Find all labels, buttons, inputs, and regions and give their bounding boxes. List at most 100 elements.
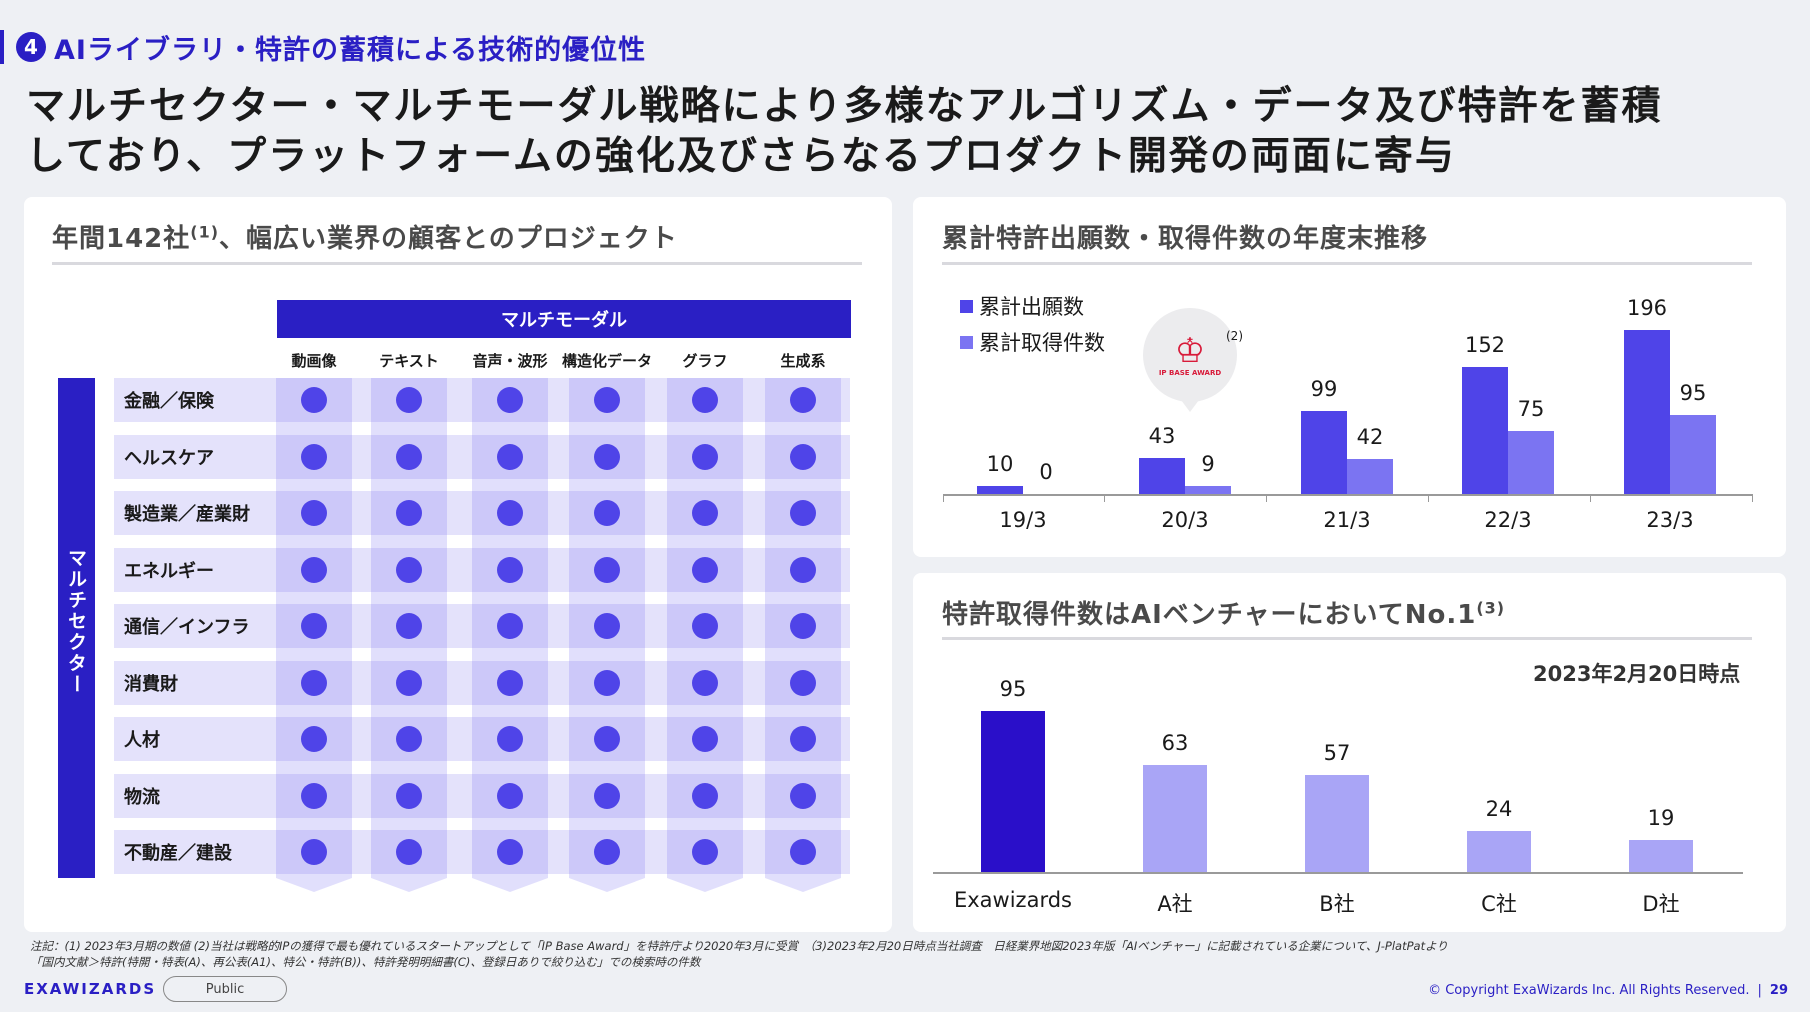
bar-value-label: 9 [1201, 452, 1215, 477]
bar-applications [1139, 458, 1185, 494]
matrix-dot [301, 387, 327, 413]
matrix-dot [396, 669, 422, 696]
multisector-header: マルチセクター [58, 378, 95, 878]
matrix-dot [497, 669, 523, 696]
matrix-dot [497, 500, 523, 526]
matrix-column-arrow [667, 878, 743, 892]
modal-column-header: テキスト [379, 352, 439, 370]
bar-granted [1185, 486, 1231, 494]
award-label: IP BASE AWARD [1158, 369, 1222, 377]
matrix-column-arrow [371, 878, 447, 892]
matrix-dot [692, 556, 718, 583]
matrix-column-arrow [276, 878, 352, 892]
matrix-column-arrow [472, 878, 548, 892]
matrix-dot [301, 726, 327, 752]
bar-applications [1462, 367, 1508, 494]
x-tick-label: 20/3 [1161, 508, 1209, 532]
x-axis-tick [943, 494, 944, 502]
matrix-row-band [114, 547, 850, 592]
ranking-bar [981, 710, 1045, 872]
bar-applications [1301, 411, 1347, 494]
ranking-bar [1467, 831, 1531, 872]
x-axis-tick [1266, 494, 1267, 502]
bar-value-label: 10 [986, 451, 1014, 476]
matrix-dot [692, 839, 718, 865]
patent-trend-title: 累計特許出願数・取得件数の年度末推移 [942, 224, 1429, 254]
modal-column-header: 動画像 [291, 352, 337, 370]
exawizards-logo: EXAWIZARDS [24, 980, 157, 998]
x-axis-tick [1428, 494, 1429, 502]
bar-value-label: 57 [1323, 741, 1351, 766]
bar-value-label: 95 [999, 676, 1027, 701]
x-tick-label: 22/3 [1484, 508, 1532, 532]
matrix-dot [301, 556, 327, 583]
matrix-row-band [114, 378, 850, 422]
bar-value-label: 95 [1679, 380, 1707, 405]
bar-applications [1624, 330, 1670, 494]
matrix-dot [497, 726, 523, 752]
section-label: 4 AIライブラリ・特許の蓄積による技術的優位性 [0, 30, 647, 66]
bar-value-label: 19 [1647, 805, 1675, 830]
matrix-dot [301, 443, 327, 470]
legend-label-granted: 累計取得件数 [979, 331, 1105, 355]
legend-granted: 累計取得件数 [960, 327, 1105, 357]
matrix-dot [497, 782, 523, 809]
matrix-dot [790, 387, 816, 413]
bar-value-label: 24 [1485, 797, 1513, 822]
x-tick-label: 23/3 [1646, 508, 1694, 532]
headline-line-1: マルチセクター・マルチモーダル戦略により多様なアルゴリズム・データ及び特許を蓄積 [26, 84, 1663, 129]
bar-value-label: 0 [1039, 460, 1053, 484]
x-axis-tick [1590, 494, 1591, 502]
sector-label: 不動産／建設 [124, 843, 232, 864]
matrix-dot [790, 556, 816, 583]
matrix-dot [594, 443, 620, 470]
page-headline: マルチセクター・マルチモーダル戦略により多様なアルゴリズム・データ及び特許を蓄積… [26, 82, 1786, 182]
left-card-title: 年間142社(1)、幅広い業界の顧客とのプロジェクト [52, 218, 678, 255]
section-number-badge: 4 [16, 32, 46, 62]
bar-granted [1347, 458, 1393, 494]
section-title: AIライブラリ・特許の蓄積による技術的優位性 [54, 34, 647, 66]
patent-trend-rule [942, 262, 1752, 265]
matrix-dot [497, 443, 523, 470]
ranking-title-main: 特許取得件数はAIベンチャーにおいてNo.1 [942, 600, 1477, 630]
matrix-dot [594, 613, 620, 639]
left-title-sup: (1) [190, 222, 220, 242]
matrix-dot [692, 443, 718, 470]
matrix-dot [790, 839, 816, 865]
left-title-main: 年間142社 [52, 224, 191, 254]
ranking-rule [942, 637, 1752, 640]
matrix-dot [301, 613, 327, 639]
matrix-dot [301, 782, 327, 809]
x-tick-label: 21/3 [1323, 508, 1371, 532]
matrix-dot [790, 782, 816, 809]
bar-applications [977, 485, 1023, 494]
bar-granted [1670, 414, 1716, 494]
matrix-dot [790, 669, 816, 696]
x-tick-label: A社 [1157, 892, 1193, 916]
matrix-dot [396, 443, 422, 470]
matrix-row-band [114, 773, 850, 818]
matrix-dot [497, 613, 523, 639]
sector-label: 物流 [124, 786, 160, 808]
sector-label: 消費財 [124, 673, 178, 695]
as-of-date: 2023年2月20日時点 [1533, 662, 1741, 686]
bar-value-label: 63 [1161, 730, 1189, 755]
x-tick-label: Exawizards [953, 888, 1072, 912]
x-tick-label: B社 [1319, 892, 1355, 916]
copyright-text: © Copyright ExaWizards Inc. All Rights R… [1428, 983, 1750, 998]
matrix-dot [301, 500, 327, 526]
matrix-row-band [114, 434, 850, 479]
sector-label: 人材 [124, 730, 160, 751]
ranking-bar [1305, 775, 1369, 872]
ranking-title: 特許取得件数はAIベンチャーにおいてNo.1(3) [942, 594, 1505, 631]
matrix-dot [594, 726, 620, 752]
matrix-dot [301, 839, 327, 865]
left-title-rest: 、幅広い業界の顧客とのプロジェクト [219, 224, 678, 254]
matrix-dot [594, 387, 620, 413]
matrix-row-band [114, 604, 850, 648]
legend-applications: 累計出願数 [960, 291, 1084, 321]
matrix-dot [396, 726, 422, 752]
matrix-dot [692, 782, 718, 809]
bar-granted [1508, 431, 1554, 494]
sector-label: 製造業／産業財 [124, 504, 250, 525]
